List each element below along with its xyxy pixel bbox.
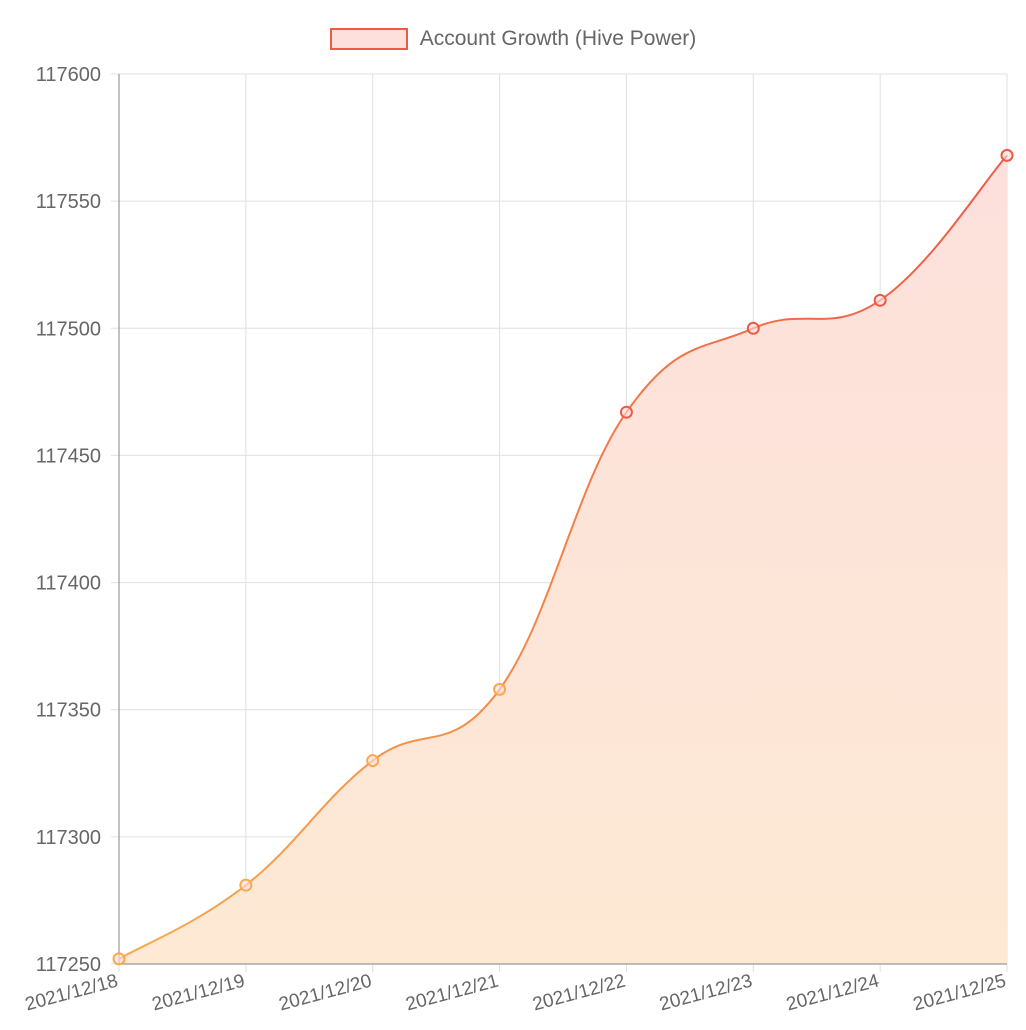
y-tick-label: 117250 (36, 954, 101, 976)
data-point (1000, 148, 1014, 162)
y-axis-ticks: 117600 117550 117500 117450 117400 117350 1173… (36, 64, 101, 976)
y-tick-label: 117550 (36, 191, 101, 213)
y-tick-label: 117600 (36, 64, 101, 86)
x-tick-label: 2021/12/20 (277, 971, 374, 1016)
data-point (366, 754, 380, 768)
x-tick-label: 2021/12/25 (911, 971, 1008, 1016)
data-points (112, 148, 1014, 966)
series-line (118, 154, 1008, 960)
series-line-layer (118, 154, 1008, 960)
y-tick-label: 117300 (36, 827, 101, 849)
x-tick-label: 2021/12/21 (404, 971, 501, 1016)
area-fill (119, 155, 1007, 964)
x-tick-label: 2021/12/23 (657, 971, 754, 1016)
data-point (493, 682, 507, 696)
legend-label[interactable]: Account Growth (Hive Power) (419, 27, 697, 50)
legend-swatch[interactable] (329, 28, 408, 50)
x-tick-label: 2021/12/22 (530, 971, 627, 1016)
x-tick-label: 2021/12/18 (23, 971, 120, 1016)
data-point (746, 321, 760, 335)
legend[interactable]: Account Growth (Hive Power) (0, 27, 1026, 51)
x-axis-ticks: 2021/12/18 2021/12/19 2021/12/20 2021/12/21… (23, 970, 1008, 1015)
y-tick-label: 117400 (36, 573, 101, 595)
x-tick-label: 2021/12/19 (150, 971, 247, 1016)
data-point (112, 952, 126, 966)
x-tick-label: 2021/12/24 (784, 970, 882, 1015)
y-tick-label: 117500 (36, 318, 101, 340)
data-point (239, 878, 253, 892)
data-point (873, 293, 887, 307)
area-path (119, 155, 1007, 964)
y-tick-label: 117450 (36, 445, 101, 467)
data-point (619, 405, 633, 419)
y-tick-label: 117350 (36, 700, 101, 722)
axes (118, 74, 1007, 965)
